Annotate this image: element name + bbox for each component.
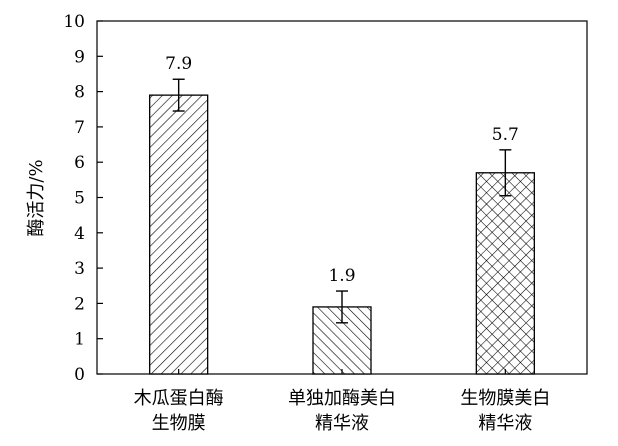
y-tick-label: 3 [74,259,85,279]
bar [475,172,535,375]
category-label: 单独加酶美白 [288,388,396,409]
bar [149,94,209,375]
y-tick-label: 4 [74,224,85,244]
category-label: 生物膜美白 [460,388,550,409]
data-label: 1.9 [328,266,355,286]
category-label: 木瓜蛋白酶 [134,388,224,409]
y-tick-label: 10 [63,12,85,32]
y-tick-label: 1 [74,330,85,350]
y-tick-label: 5 [74,189,85,209]
bars: 7.9 1.9 5.7 [149,54,535,375]
category-label: 精华液 [315,413,369,434]
y-axis-title: 酶活力/% [26,159,47,236]
y-tick-label: 9 [74,47,85,67]
y-tick-label: 0 [74,365,85,385]
y-tick-label: 6 [74,153,85,173]
category-label: 精华液 [478,413,532,434]
y-axis: 0 1 2 3 4 5 6 7 8 9 10 [63,12,103,385]
y-tick-label: 7 [74,118,85,138]
data-label: 7.9 [165,54,192,74]
y-tick-label: 2 [74,294,85,314]
data-label: 5.7 [492,125,519,145]
y-tick-label: 8 [74,83,85,103]
category-label: 生物膜 [152,413,206,434]
